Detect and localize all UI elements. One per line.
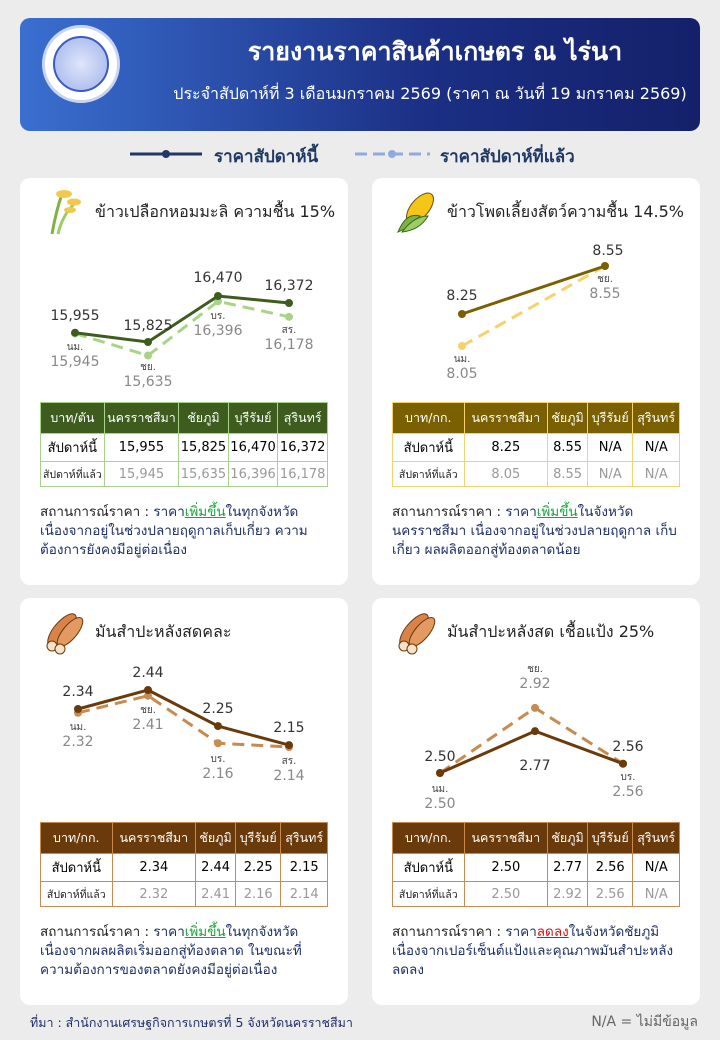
- cassava-icon: [40, 606, 88, 656]
- commodity-title: ข้าวโพดเลี้ยงสัตว์ความชื้น 14.5%: [447, 202, 684, 221]
- this-week-cell: N/A: [632, 433, 680, 462]
- this-week-cell: 2.34: [111, 853, 197, 882]
- commodity-panel: มันสำปะหลังสด เชื้อแป้ง 25% บาท/กก. นครรา…: [372, 598, 700, 1005]
- last-week-cell: 15,635: [178, 461, 229, 487]
- table-header-cell: นครราชสีมา: [463, 822, 549, 854]
- last-week-cell: 8.55: [547, 461, 588, 487]
- last-week-cell: 2.14: [280, 881, 328, 907]
- trend-text: ลดลง: [536, 924, 569, 940]
- last-week-cell: 16,178: [277, 461, 328, 487]
- table-header-cell: สุรินทร์: [280, 822, 328, 854]
- commodity-title: ข้าวเปลือกหอมมะลิ ความชื้น 15%: [95, 202, 336, 221]
- this-week-cell: 8.55: [547, 433, 588, 462]
- price-table: บาท/กก. นครราชสีมา ชัยภูมิ บุรีรัมย์ สุรินทร…: [392, 822, 680, 907]
- commodity-panel: มันสำปะหลังสดคละ บาท/กก. นครราชสีมา ชัยภูม…: [20, 598, 348, 1005]
- last-week-cell: N/A: [586, 461, 634, 487]
- table-header-cell: สุรินทร์: [277, 402, 328, 434]
- commodity-panel: ข้าวเปลือกหอมมะลิ ความชื้น 15% บาท/ตัน นค…: [20, 178, 348, 585]
- legend-last-marker: [388, 150, 396, 158]
- commodity-panel: ข้าวโพดเลี้ยงสัตว์ความชื้น 14.5% บาท/กก.…: [372, 178, 700, 585]
- last-week-cell: สัปดาห์ที่แล้ว: [392, 881, 465, 907]
- last-week-cell: 15,945: [103, 461, 180, 487]
- this-week-cell: 16,470: [227, 433, 279, 462]
- last-week-cell: 2.32: [111, 881, 197, 907]
- last-week-cell: สัปดาห์ที่แล้ว: [392, 461, 465, 487]
- table-header-cell: ชัยภูมิ: [547, 822, 588, 854]
- legend-this-week: ราคาสัปดาห์นี้: [214, 147, 319, 167]
- legend-last-week: ราคาสัปดาห์ที่แล้ว: [440, 147, 575, 167]
- this-week-cell: N/A: [586, 433, 634, 462]
- table-header-cell: บุรีรัมย์: [586, 822, 634, 854]
- this-week-cell: 2.77: [547, 853, 588, 882]
- last-week-cell: N/A: [632, 881, 680, 907]
- table-header-cell: ชัยภูมิ: [178, 402, 229, 434]
- table-header-cell: บาท/กก.: [392, 822, 465, 854]
- cassava-icon: [392, 606, 440, 656]
- table-header-cell: สุรินทร์: [632, 402, 680, 434]
- trend-text: เพิ่มขึ้น: [184, 924, 226, 940]
- page-title: รายงานราคาสินค้าเกษตร ณ ไร่นา: [247, 37, 623, 66]
- table-header-cell: สุรินทร์: [632, 822, 680, 854]
- this-week-cell: N/A: [632, 853, 680, 882]
- this-week-cell: 2.15: [280, 853, 328, 882]
- table-header-cell: บุรีรัมย์: [227, 402, 279, 434]
- this-week-cell: 15,955: [103, 433, 180, 462]
- this-week-cell: 2.44: [195, 853, 236, 882]
- last-week-cell: 2.41: [195, 881, 236, 907]
- rice-icon: [40, 186, 88, 236]
- price-status: สถานการณ์ราคา : ราคาลดลงในจังหวัดชัยภูมิ…: [392, 924, 674, 978]
- last-week-cell: N/A: [632, 461, 680, 487]
- last-week-cell: 2.92: [547, 881, 588, 907]
- this-week-cell: 2.25: [234, 853, 282, 882]
- table-header-cell: ชัยภูมิ: [547, 402, 588, 434]
- price-status: สถานการณ์ราคา : ราคาเพิ่มขึ้นในทุกจังหวั…: [40, 504, 308, 558]
- source-note: ที่มา : สำนักงานเศรษฐกิจการเกษตรที่ 5 จั…: [30, 1015, 353, 1030]
- table-header-cell: นครราชสีมา: [463, 402, 549, 434]
- commodity-title: มันสำปะหลังสดคละ: [95, 622, 232, 641]
- header-banner: รายงานราคาสินค้าเกษตร ณ ไร่นา ประจำสัปดา…: [20, 18, 700, 131]
- commodity-title: มันสำปะหลังสด เชื้อแป้ง 25%: [447, 622, 655, 641]
- last-week-cell: 2.50: [463, 881, 549, 907]
- table-header-cell: บุรีรัมย์: [586, 402, 634, 434]
- na-note: N/A = ไม่มีข้อมูล: [591, 1014, 698, 1030]
- last-week-cell: สัปดาห์ที่แล้ว: [40, 881, 113, 907]
- this-week-cell: สัปดาห์นี้: [40, 853, 113, 882]
- this-week-cell: 16,372: [277, 433, 328, 462]
- corn-icon: [392, 186, 440, 236]
- this-week-cell: สัปดาห์นี้: [392, 433, 465, 462]
- table-header-cell: นครราชสีมา: [103, 402, 180, 434]
- this-week-cell: สัปดาห์นี้: [40, 433, 105, 462]
- table-header-cell: บาท/กก.: [40, 822, 113, 854]
- price-table: บาท/กก. นครราชสีมา ชัยภูมิ บุรีรัมย์ สุรินทร…: [40, 822, 328, 907]
- price-table: บาท/กก. นครราชสีมา ชัยภูมิ บุรีรัมย์ สุรินทร…: [392, 402, 680, 487]
- table-header-cell: บุรีรัมย์: [234, 822, 282, 854]
- table-header-cell: ชัยภูมิ: [195, 822, 236, 854]
- trend-text: เพิ่มขึ้น: [536, 504, 578, 520]
- table-header-cell: บาท/กก.: [392, 402, 465, 434]
- this-week-cell: สัปดาห์นี้: [392, 853, 465, 882]
- legend: ราคาสัปดาห์นี้ ราคาสัปดาห์ที่แล้ว: [0, 140, 720, 168]
- trend-text: เพิ่มขึ้น: [184, 504, 226, 520]
- last-week-cell: สัปดาห์ที่แล้ว: [40, 461, 105, 487]
- page-subtitle: ประจำสัปดาห์ที่ 3 เดือนมกราคม 2569 (ราคา…: [173, 84, 687, 103]
- this-week-cell: 15,825: [178, 433, 229, 462]
- last-week-cell: 2.16: [234, 881, 282, 907]
- this-week-cell: 2.50: [463, 853, 549, 882]
- last-week-cell: 16,396: [227, 461, 279, 487]
- price-status: สถานการณ์ราคา : ราคาเพิ่มขึ้นในทุกจังหวั…: [40, 924, 302, 978]
- this-week-cell: 2.56: [586, 853, 634, 882]
- office-logo: [42, 25, 120, 103]
- price-table: บาท/ตัน นครราชสีมา ชัยภูมิ บุรีรัมย์ สุรินทร…: [40, 402, 328, 487]
- last-week-cell: 2.56: [586, 881, 634, 907]
- legend-this-marker: [162, 150, 170, 158]
- this-week-cell: 8.25: [463, 433, 549, 462]
- table-header-cell: บาท/ตัน: [40, 402, 105, 434]
- table-header-cell: นครราชสีมา: [111, 822, 197, 854]
- price-status: สถานการณ์ราคา : ราคาเพิ่มขึ้นในจังหวัด น…: [392, 504, 677, 558]
- last-week-cell: 8.05: [463, 461, 549, 487]
